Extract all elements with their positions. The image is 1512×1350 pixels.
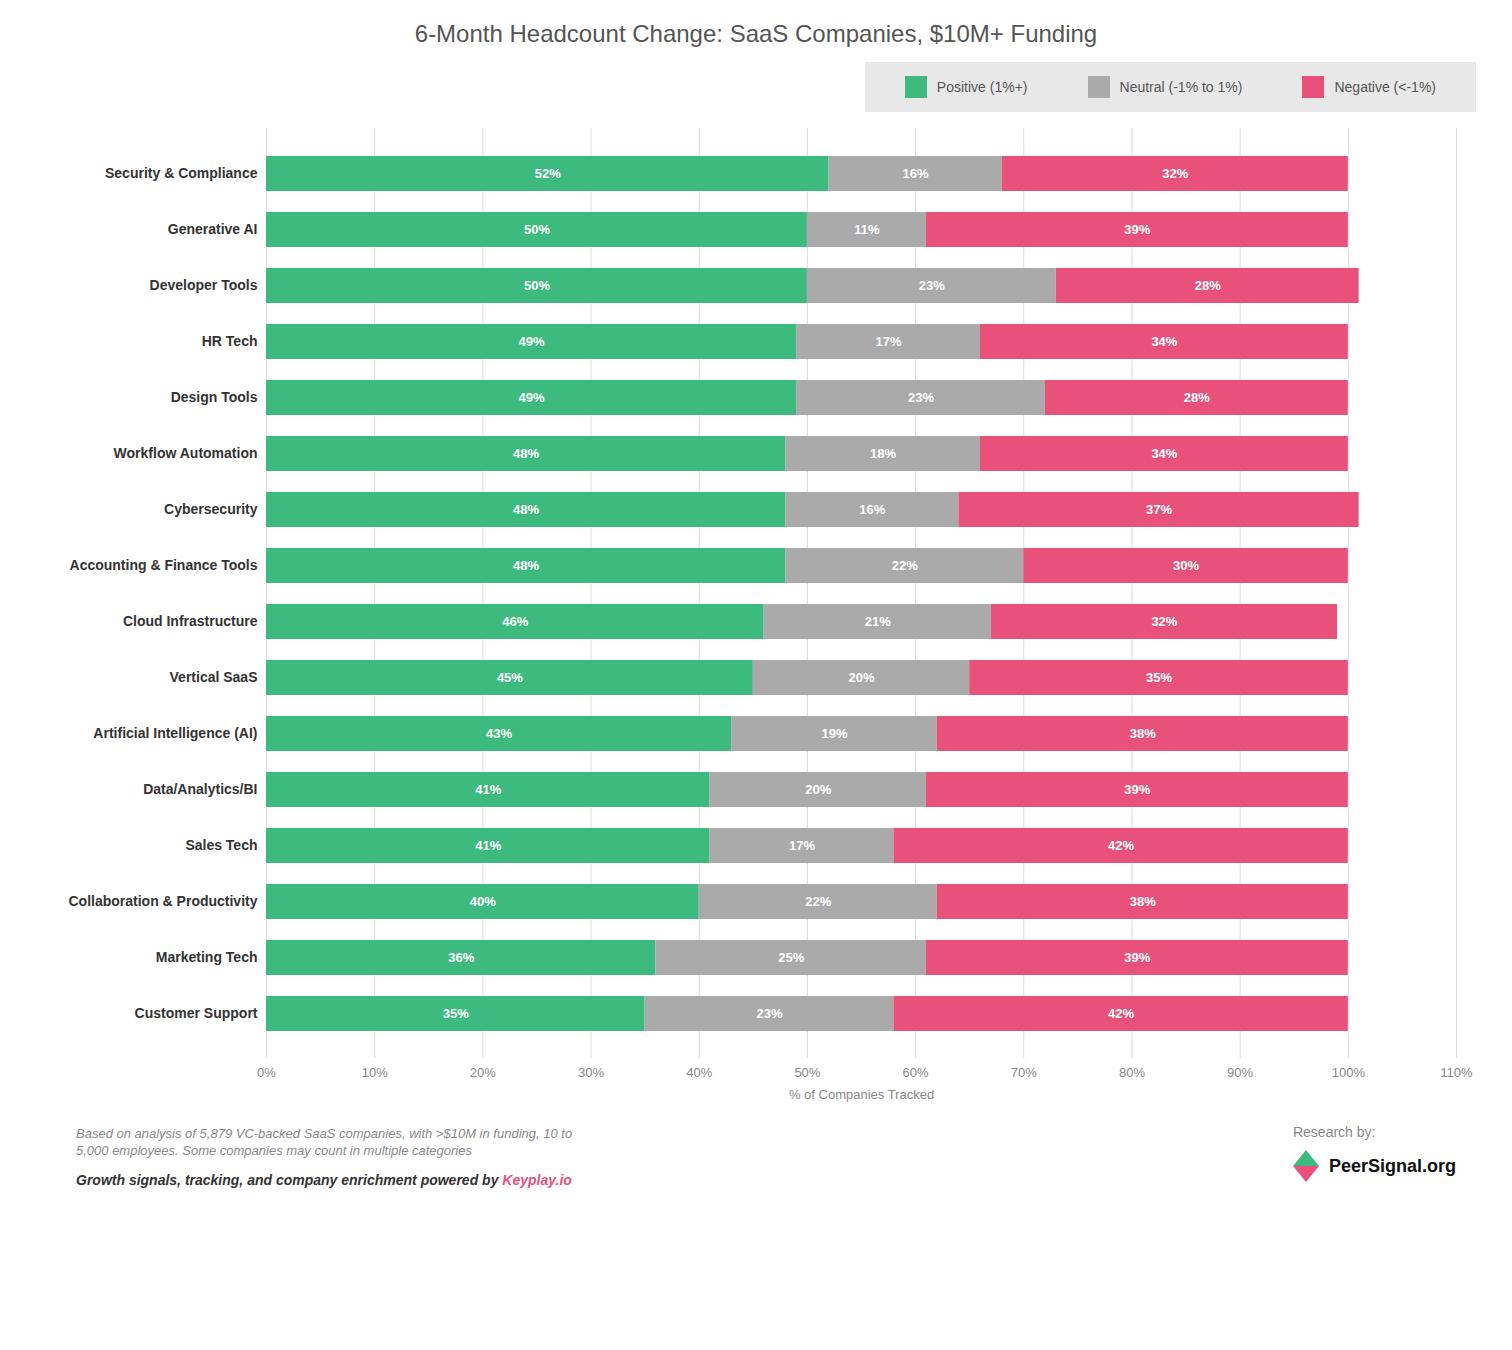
- svg-text:50%: 50%: [524, 222, 550, 237]
- svg-text:40%: 40%: [686, 1065, 712, 1080]
- svg-text:90%: 90%: [1227, 1065, 1253, 1080]
- svg-text:Customer Support: Customer Support: [135, 1005, 258, 1021]
- svg-text:17%: 17%: [876, 334, 902, 349]
- svg-text:21%: 21%: [865, 614, 891, 629]
- svg-text:34%: 34%: [1151, 446, 1177, 461]
- svg-text:18%: 18%: [870, 446, 896, 461]
- svg-text:Data/Analytics/BI: Data/Analytics/BI: [143, 781, 257, 797]
- svg-text:41%: 41%: [475, 838, 501, 853]
- svg-text:48%: 48%: [513, 558, 539, 573]
- svg-text:110%: 110%: [1440, 1065, 1473, 1080]
- svg-text:19%: 19%: [821, 726, 847, 741]
- svg-text:Marketing Tech: Marketing Tech: [156, 949, 258, 965]
- svg-text:49%: 49%: [519, 334, 545, 349]
- html-text:5,000 employees. Some companie: 5,000 employees. Some companies may coun…: [76, 1143, 472, 1158]
- svg-text:34%: 34%: [1151, 334, 1177, 349]
- svg-text:41%: 41%: [475, 782, 501, 797]
- svg-text:Workflow Automation: Workflow Automation: [114, 445, 258, 461]
- svg-text:Cybersecurity: Cybersecurity: [164, 501, 258, 517]
- svg-text:100%: 100%: [1332, 1065, 1366, 1080]
- svg-text:10%: 10%: [362, 1065, 388, 1080]
- svg-text:Accounting & Finance Tools: Accounting & Finance Tools: [70, 557, 258, 573]
- svg-text:17%: 17%: [789, 838, 815, 853]
- svg-text:38%: 38%: [1130, 726, 1156, 741]
- svg-text:22%: 22%: [805, 894, 831, 909]
- svg-text:Design Tools: Design Tools: [171, 389, 258, 405]
- svg-text:36%: 36%: [448, 950, 474, 965]
- svg-text:60%: 60%: [903, 1065, 929, 1080]
- svg-text:35%: 35%: [443, 1006, 469, 1021]
- svg-text:49%: 49%: [519, 390, 545, 405]
- svg-text:28%: 28%: [1184, 390, 1210, 405]
- svg-text:11%: 11%: [854, 222, 880, 237]
- svg-text:22%: 22%: [892, 558, 918, 573]
- svg-text:38%: 38%: [1130, 894, 1156, 909]
- svg-text:39%: 39%: [1124, 782, 1150, 797]
- html-text:Neutral (-1% to 1%): Neutral (-1% to 1%): [1119, 79, 1243, 95]
- svg-text:Developer Tools: Developer Tools: [150, 277, 258, 293]
- svg-text:25%: 25%: [778, 950, 804, 965]
- svg-text:30%: 30%: [1173, 558, 1199, 573]
- svg-text:% of Companies Tracked: % of Companies Tracked: [789, 1087, 934, 1102]
- svg-text:35%: 35%: [1146, 670, 1172, 685]
- svg-text:42%: 42%: [1108, 838, 1134, 853]
- html-text:Research by:: Research by:: [1293, 1124, 1376, 1140]
- svg-text:48%: 48%: [513, 502, 539, 517]
- svg-text:28%: 28%: [1195, 278, 1221, 293]
- svg-text:52%: 52%: [535, 166, 561, 181]
- svg-text:Artificial Intelligence (AI): Artificial Intelligence (AI): [93, 725, 257, 741]
- svg-text:46%: 46%: [502, 614, 528, 629]
- svg-text:Vertical SaaS: Vertical SaaS: [170, 669, 258, 685]
- html-text:Based on analysis of 5,879 VC-: Based on analysis of 5,879 VC-backed Saa…: [76, 1126, 573, 1141]
- svg-text:16%: 16%: [859, 502, 885, 517]
- svg-text:HR Tech: HR Tech: [202, 333, 258, 349]
- svg-text:Security & Compliance: Security & Compliance: [105, 165, 258, 181]
- svg-text:0%: 0%: [257, 1065, 276, 1080]
- svg-text:20%: 20%: [470, 1065, 496, 1080]
- html-text:PeerSignal.org: PeerSignal.org: [1329, 1155, 1456, 1176]
- svg-text:32%: 32%: [1151, 614, 1177, 629]
- svg-text:20%: 20%: [848, 670, 874, 685]
- svg-text:32%: 32%: [1162, 166, 1188, 181]
- svg-text:40%: 40%: [470, 894, 496, 909]
- html-text:6-Month Headcount Change: SaaS: 6-Month Headcount Change: SaaS Companies…: [414, 20, 1098, 47]
- html-text:Positive (1%+): Positive (1%+): [936, 79, 1028, 95]
- html-text:Growth signals, tracking, and: Growth signals, tracking, and company en…: [76, 1172, 572, 1188]
- svg-text:Collaboration & Productivity: Collaboration & Productivity: [68, 893, 257, 909]
- html-text:Negative (<-1%): Negative (<-1%): [1334, 79, 1436, 95]
- svg-text:70%: 70%: [1011, 1065, 1037, 1080]
- svg-text:48%: 48%: [513, 446, 539, 461]
- svg-text:37%: 37%: [1146, 502, 1172, 517]
- svg-text:16%: 16%: [903, 166, 929, 181]
- svg-text:45%: 45%: [497, 670, 523, 685]
- svg-text:42%: 42%: [1108, 1006, 1134, 1021]
- svg-text:Generative AI: Generative AI: [168, 221, 258, 237]
- svg-text:23%: 23%: [757, 1006, 783, 1021]
- svg-text:20%: 20%: [805, 782, 831, 797]
- svg-text:50%: 50%: [794, 1065, 820, 1080]
- svg-text:Cloud Infrastructure: Cloud Infrastructure: [123, 613, 258, 629]
- svg-text:80%: 80%: [1119, 1065, 1145, 1080]
- svg-text:23%: 23%: [919, 278, 945, 293]
- svg-text:39%: 39%: [1124, 222, 1150, 237]
- svg-text:50%: 50%: [524, 278, 550, 293]
- svg-text:43%: 43%: [486, 726, 512, 741]
- svg-text:30%: 30%: [578, 1065, 604, 1080]
- svg-text:Sales Tech: Sales Tech: [185, 837, 257, 853]
- svg-text:39%: 39%: [1124, 950, 1150, 965]
- svg-text:23%: 23%: [908, 390, 934, 405]
